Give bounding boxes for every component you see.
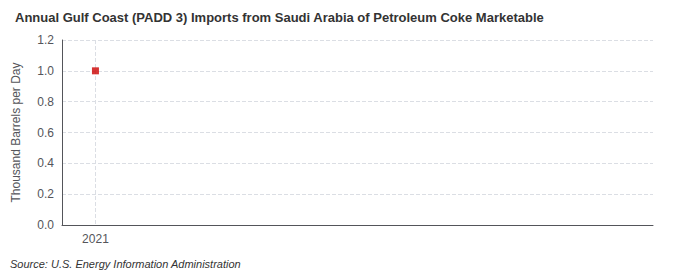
svg-text:0.4: 0.4 bbox=[37, 156, 54, 170]
svg-text:Source: U.S. Energy Informatio: Source: U.S. Energy Information Administ… bbox=[10, 258, 241, 270]
svg-text:1.0: 1.0 bbox=[37, 64, 54, 78]
svg-text:0.6: 0.6 bbox=[37, 126, 54, 140]
svg-text:Annual Gulf Coast (PADD 3) Imp: Annual Gulf Coast (PADD 3) Imports from … bbox=[15, 10, 544, 25]
svg-text:1.2: 1.2 bbox=[37, 33, 54, 47]
svg-text:0.0: 0.0 bbox=[37, 218, 54, 232]
svg-text:0.2: 0.2 bbox=[37, 187, 54, 201]
svg-text:0.8: 0.8 bbox=[37, 95, 54, 109]
svg-text:Thousand Barrels per Day: Thousand Barrels per Day bbox=[9, 62, 23, 202]
svg-text:2021: 2021 bbox=[82, 232, 109, 246]
